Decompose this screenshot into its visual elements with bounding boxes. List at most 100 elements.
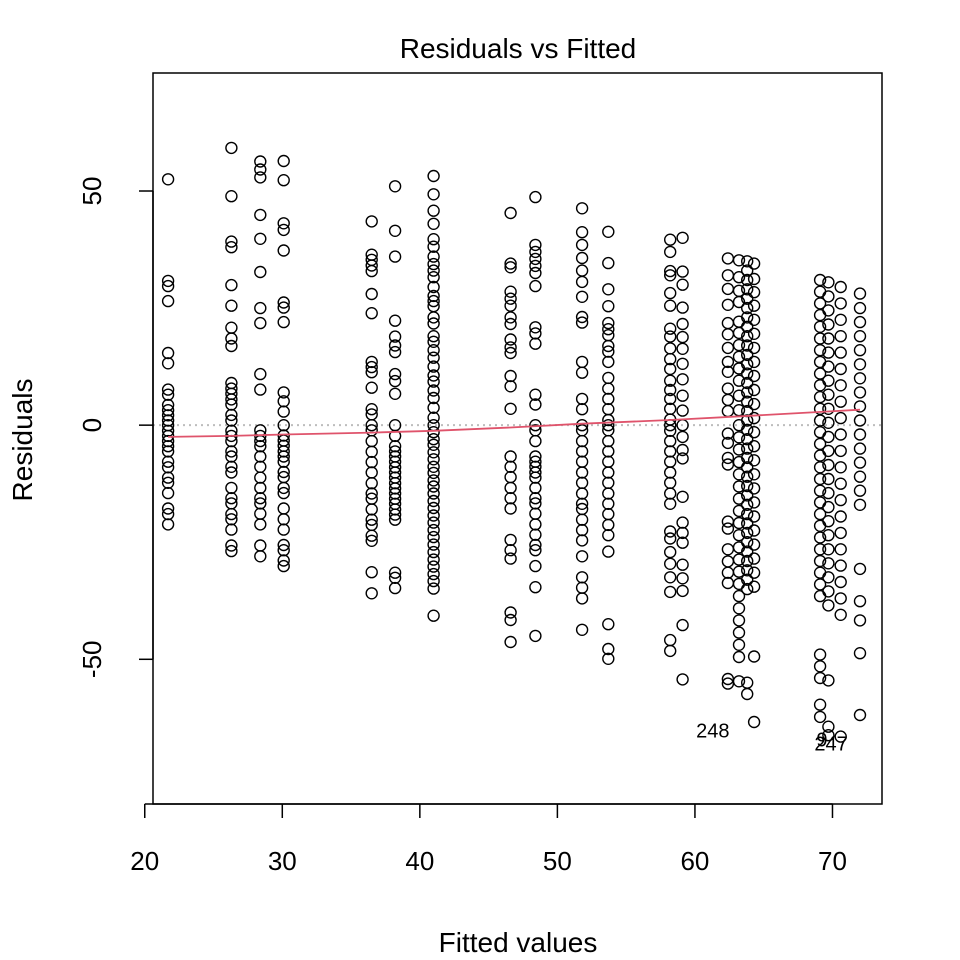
data-point	[602, 518, 615, 532]
data-point	[529, 538, 542, 552]
data-point	[822, 458, 835, 472]
data-point	[741, 273, 754, 287]
data-point	[664, 392, 677, 406]
data-point	[834, 411, 847, 425]
data-point	[602, 413, 615, 427]
data-point	[834, 510, 847, 523]
data-point	[504, 470, 517, 484]
data-point	[427, 487, 440, 500]
data-point	[277, 154, 290, 168]
data-point	[504, 552, 517, 565]
data-point	[254, 518, 267, 531]
data-point	[813, 671, 827, 685]
data-point	[813, 554, 827, 568]
data-point	[676, 389, 689, 402]
data-point	[529, 528, 542, 541]
data-point	[747, 426, 761, 439]
data-point	[721, 393, 735, 407]
data-point	[602, 466, 615, 479]
data-point	[388, 566, 402, 579]
data-point	[741, 461, 754, 474]
data-point	[676, 317, 689, 331]
data-point	[277, 296, 290, 309]
data-point	[664, 545, 677, 559]
data-point	[427, 271, 440, 284]
data-point	[277, 450, 290, 463]
y-axis: -50 0 50	[77, 177, 154, 678]
data-point	[732, 650, 746, 664]
data-point	[834, 297, 847, 310]
data-point	[427, 582, 440, 595]
data-point	[747, 313, 761, 326]
data-point	[161, 455, 175, 468]
data-point	[741, 545, 754, 558]
data-point	[365, 445, 378, 458]
data-point	[254, 367, 267, 381]
data-point	[813, 379, 827, 392]
data-point	[822, 444, 835, 458]
data-point	[427, 446, 440, 459]
data-point	[388, 314, 402, 327]
data-point	[254, 471, 267, 484]
data-point	[676, 536, 689, 549]
data-point	[741, 283, 754, 296]
data-point	[602, 529, 615, 542]
data-point	[427, 453, 440, 466]
data-point	[254, 265, 267, 279]
x-tick-label: 20	[130, 846, 159, 876]
data-point	[813, 426, 827, 439]
data-point	[602, 345, 615, 358]
data-point	[602, 445, 615, 458]
data-point	[676, 673, 689, 686]
data-point	[575, 434, 589, 448]
data-point	[254, 539, 267, 552]
data-point	[161, 404, 175, 417]
data-point	[427, 232, 440, 246]
data-point	[834, 559, 847, 572]
data-point	[813, 710, 827, 724]
data-point	[365, 419, 378, 432]
data-point	[529, 279, 542, 293]
data-point	[365, 434, 378, 448]
data-point	[747, 341, 761, 355]
data-point	[427, 264, 440, 277]
y-axis-label: Residuals	[7, 379, 38, 502]
data-point	[388, 367, 402, 381]
data-point	[504, 635, 517, 649]
data-point	[277, 502, 290, 515]
data-point	[741, 554, 754, 568]
x-tick-label: 30	[268, 846, 297, 876]
data-point	[388, 345, 402, 359]
data-point	[813, 519, 827, 532]
data-point	[427, 545, 440, 559]
data-point	[741, 320, 754, 333]
data-point	[834, 575, 847, 589]
data-point	[225, 235, 238, 248]
data-point	[664, 245, 677, 259]
data-point	[732, 589, 746, 603]
data-point	[676, 443, 689, 457]
data-point	[529, 252, 542, 266]
data-point	[721, 555, 735, 568]
data-point	[747, 715, 761, 729]
data-point	[741, 451, 754, 465]
data-point	[388, 339, 402, 352]
data-point	[225, 481, 238, 495]
data-point	[853, 484, 867, 497]
data-point	[834, 346, 847, 359]
data-point	[427, 516, 440, 529]
data-point	[732, 626, 746, 639]
point-label-248: 248	[696, 721, 729, 743]
data-point	[602, 476, 615, 489]
data-point	[747, 299, 761, 312]
data-point	[427, 466, 440, 480]
data-point	[225, 141, 238, 155]
data-point	[602, 642, 615, 656]
data-point	[747, 411, 761, 425]
data-point	[813, 402, 827, 415]
data-point	[721, 269, 735, 282]
data-point	[741, 367, 754, 380]
data-point	[161, 434, 175, 448]
x-tick-label: 40	[405, 846, 434, 876]
data-point	[161, 398, 175, 412]
